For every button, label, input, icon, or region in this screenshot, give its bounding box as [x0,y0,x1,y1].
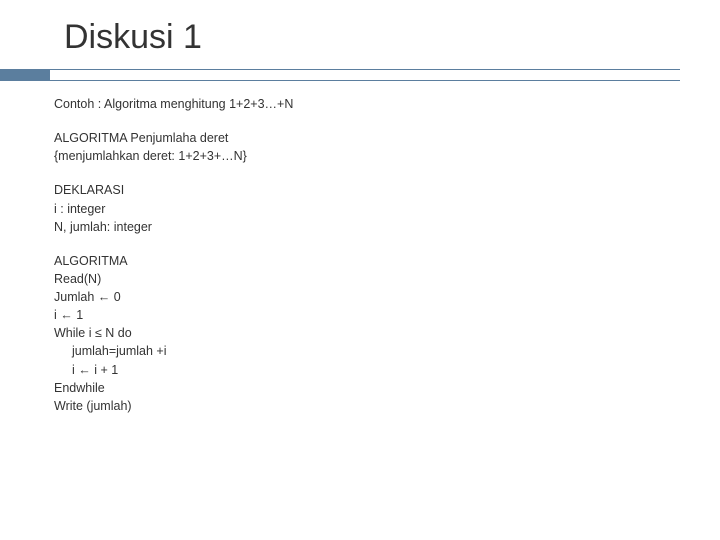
algo-header-block: ALGORITMA Penjumlaha deret {menjumlahkan… [54,129,680,165]
slide-container: Diskusi 1 Contoh : Algoritma menghitung … [0,0,720,540]
accent-rule [50,69,680,81]
algoritma-l3: i ← 1 [54,306,680,324]
accent-divider [0,69,720,81]
algoritma-l6: i ← i + 1 [72,361,680,379]
deklarasi-line1: i : integer [54,200,680,218]
algoritma-l7: Endwhile [54,379,680,397]
deklarasi-block: DEKLARASI i : integer N, jumlah: integer [54,181,680,235]
algoritma-l4: While i ≤ N do [54,324,680,342]
slide-title: Diskusi 1 [64,18,680,57]
intro-text: Contoh : Algoritma menghitung 1+2+3…+N [54,95,680,113]
algoritma-l8: Write (jumlah) [54,397,680,415]
algo-header-line2: {menjumlahkan deret: 1+2+3+…N} [54,147,680,165]
deklarasi-line2: N, jumlah: integer [54,218,680,236]
algoritma-block: ALGORITMA Read(N) Jumlah ← 0 i ← 1 While… [54,252,680,415]
deklarasi-header: DEKLARASI [54,181,680,199]
algo-header-line1: ALGORITMA Penjumlaha deret [54,129,680,147]
algoritma-l1: Read(N) [54,270,680,288]
algoritma-header: ALGORITMA [54,252,680,270]
intro-block: Contoh : Algoritma menghitung 1+2+3…+N [54,95,680,113]
algoritma-l5: jumlah=jumlah +i [72,342,680,360]
algoritma-l2: Jumlah ← 0 [54,288,680,306]
slide-body: Contoh : Algoritma menghitung 1+2+3…+N A… [54,95,680,415]
accent-block [0,69,50,81]
